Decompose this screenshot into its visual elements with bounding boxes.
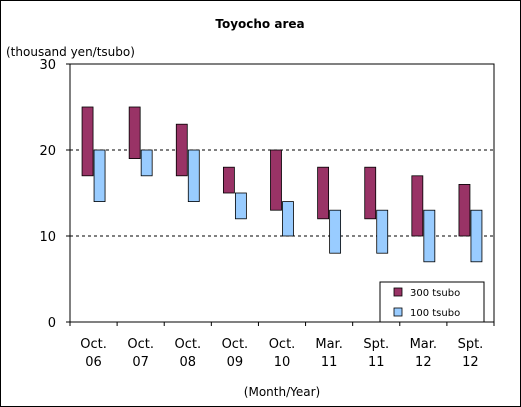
- legend: 300 tsubo 100 tsubo: [379, 281, 485, 323]
- x-tick-label-month: Spt.: [363, 337, 389, 352]
- range-bar-100-tsubo: [470, 209, 483, 263]
- x-tick-label-month: Mar.: [410, 337, 437, 352]
- range-bar-300-tsubo: [222, 166, 235, 194]
- x-tick-label-month: Oct.: [174, 337, 201, 352]
- range-bar-100-tsubo: [234, 192, 247, 220]
- legend-swatch-100-tsubo: [393, 307, 403, 317]
- x-tick-label-year: 09: [227, 355, 244, 370]
- bars: [81, 106, 483, 263]
- range-bar-300-tsubo: [364, 166, 377, 220]
- range-bar-300-tsubo: [81, 106, 94, 177]
- range-bar-100-tsubo: [187, 149, 200, 202]
- legend-label-100-tsubo: 100 tsubo: [410, 308, 460, 319]
- range-bar-300-tsubo: [411, 175, 424, 237]
- range-bar-300-tsubo: [175, 123, 188, 177]
- chart-title: Toyocho area: [215, 17, 304, 31]
- x-tick-label-month: Spt.: [458, 337, 484, 352]
- x-tick-label-year: 07: [132, 355, 149, 370]
- x-tick-label-month: Mar.: [315, 337, 342, 352]
- x-tick-label-year: 11: [321, 355, 338, 370]
- x-tick-label-month: Oct.: [80, 337, 107, 352]
- x-axis-label: (Month/Year): [244, 385, 320, 399]
- y-tick-label: 0: [48, 316, 56, 331]
- legend-label-300-tsubo: 300 tsubo: [410, 288, 460, 299]
- x-tick-label-month: Oct.: [269, 337, 296, 352]
- x-tick-label-month: Oct.: [222, 337, 249, 352]
- range-bar-100-tsubo: [93, 149, 106, 202]
- y-tick-label: 10: [39, 230, 56, 245]
- x-tick-label-year: 12: [462, 355, 479, 370]
- range-bar-100-tsubo: [140, 149, 153, 177]
- range-bar-100-tsubo: [423, 209, 436, 263]
- x-tick-label-year: 08: [180, 355, 197, 370]
- y-axis-label: (thousand yen/tsubo): [6, 45, 135, 59]
- y-tick-label: 20: [39, 144, 56, 159]
- x-axis-ticks: Oct. 06 Oct. 07 Oct. 08 Oct. 09 Oct. 10 Mar. 11 Spt.…: [69, 322, 495, 370]
- gridlines: [70, 149, 494, 237]
- range-bar-100-tsubo: [282, 201, 294, 237]
- x-tick-label-month: Oct.: [127, 337, 154, 352]
- plot-area: [69, 63, 495, 323]
- range-bar-300-tsubo: [458, 183, 471, 237]
- range-bar-100-tsubo: [329, 209, 342, 254]
- x-tick-label-year: 12: [415, 355, 432, 370]
- x-tick-label-year: 10: [274, 355, 291, 370]
- y-axis-ticks: 0 10 20 30: [39, 58, 70, 331]
- x-tick-label-year: 11: [368, 355, 385, 370]
- range-bar-100-tsubo: [376, 209, 389, 254]
- y-tick-label: 30: [39, 58, 56, 73]
- range-bar-300-tsubo: [128, 106, 141, 159]
- legend-swatch-300-tsubo: [393, 287, 403, 297]
- x-tick-label-year: 06: [85, 355, 102, 370]
- range-bar-300-tsubo: [317, 166, 330, 220]
- range-bar-300-tsubo: [270, 149, 282, 211]
